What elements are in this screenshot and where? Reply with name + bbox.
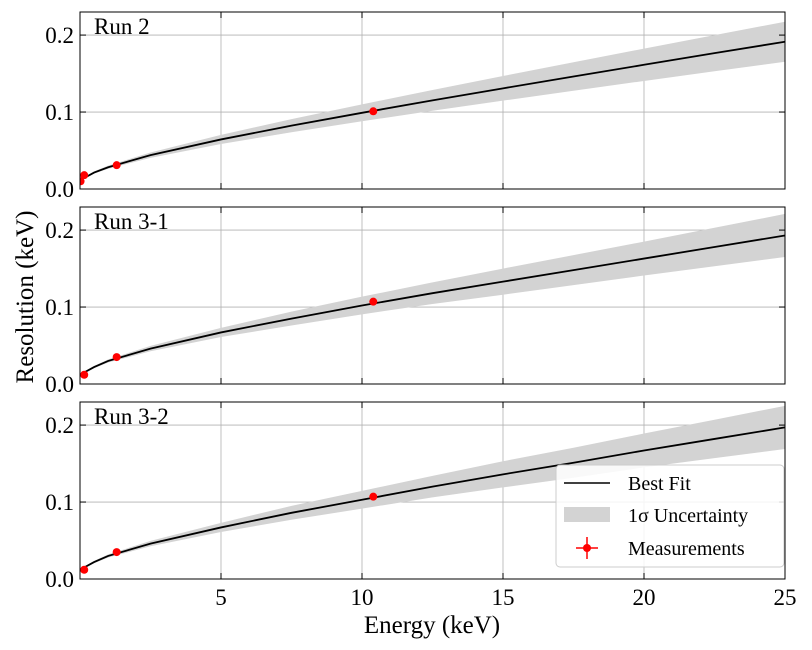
measurement-point — [80, 177, 85, 186]
legend-measurement-marker — [583, 544, 591, 552]
y-tick-label: 0.2 — [45, 23, 74, 48]
uncertainty-band — [80, 405, 785, 571]
y-tick-label: 0.0 — [45, 567, 74, 592]
x-tick-label: 15 — [492, 585, 515, 610]
panel-3: 0.0 0.1 0.2 5 10 15 20 25 Run 3-2 — [45, 401, 797, 610]
legend-fit-label: Best Fit — [628, 473, 691, 495]
panel-frame — [79, 206, 786, 385]
uncertainty-band — [80, 213, 785, 376]
y-tick-label: 0.1 — [45, 490, 74, 515]
y-tick-label: 0.2 — [45, 218, 74, 243]
uncertainty-band — [80, 21, 785, 181]
panel-title: Run 3-2 — [94, 404, 169, 429]
panel-frame — [79, 11, 786, 190]
y-tick-label: 0.0 — [45, 372, 74, 397]
y-axis-label: Resolution (keV) — [12, 211, 39, 384]
legend-band-swatch — [564, 507, 610, 522]
x-tick-label: 25 — [774, 585, 797, 610]
x-tick-label: 5 — [215, 585, 227, 610]
measurement-point — [80, 565, 89, 574]
measurement-point — [112, 353, 121, 362]
legend: Best Fit 1σ Uncertainty Measurements — [555, 464, 785, 568]
y-tick-label: 0.2 — [45, 413, 74, 438]
best-fit-line — [80, 234, 785, 376]
x-tick-label: 10 — [351, 585, 374, 610]
panel-title: Run 3-1 — [94, 209, 169, 234]
y-tick-label: 0.1 — [45, 295, 74, 320]
panel-frame — [79, 401, 786, 580]
y-tick-label: 0.0 — [45, 177, 74, 202]
x-tick-label: 20 — [633, 585, 656, 610]
x-axis-label: Energy (keV) — [364, 612, 500, 639]
legend-measurement-label: Measurements — [628, 538, 745, 560]
measurement-point — [112, 161, 121, 170]
y-tick-label: 0.1 — [45, 100, 74, 125]
legend-frame — [555, 464, 785, 568]
measurement-point — [369, 492, 378, 501]
panel-title: Run 2 — [94, 14, 150, 39]
measurement-point — [369, 107, 378, 116]
measurement-point — [80, 370, 89, 379]
best-fit-line — [80, 426, 785, 571]
measurement-point — [112, 548, 121, 557]
measurement-point — [80, 171, 89, 180]
panel-1: 0.0 0.1 0.2 Run 2 — [45, 11, 786, 202]
measurement-point — [369, 297, 378, 306]
panel-2: 0.0 0.1 0.2 Run 3-1 — [45, 206, 786, 397]
best-fit-line — [80, 40, 785, 182]
legend-band-label: 1σ Uncertainty — [628, 505, 748, 527]
